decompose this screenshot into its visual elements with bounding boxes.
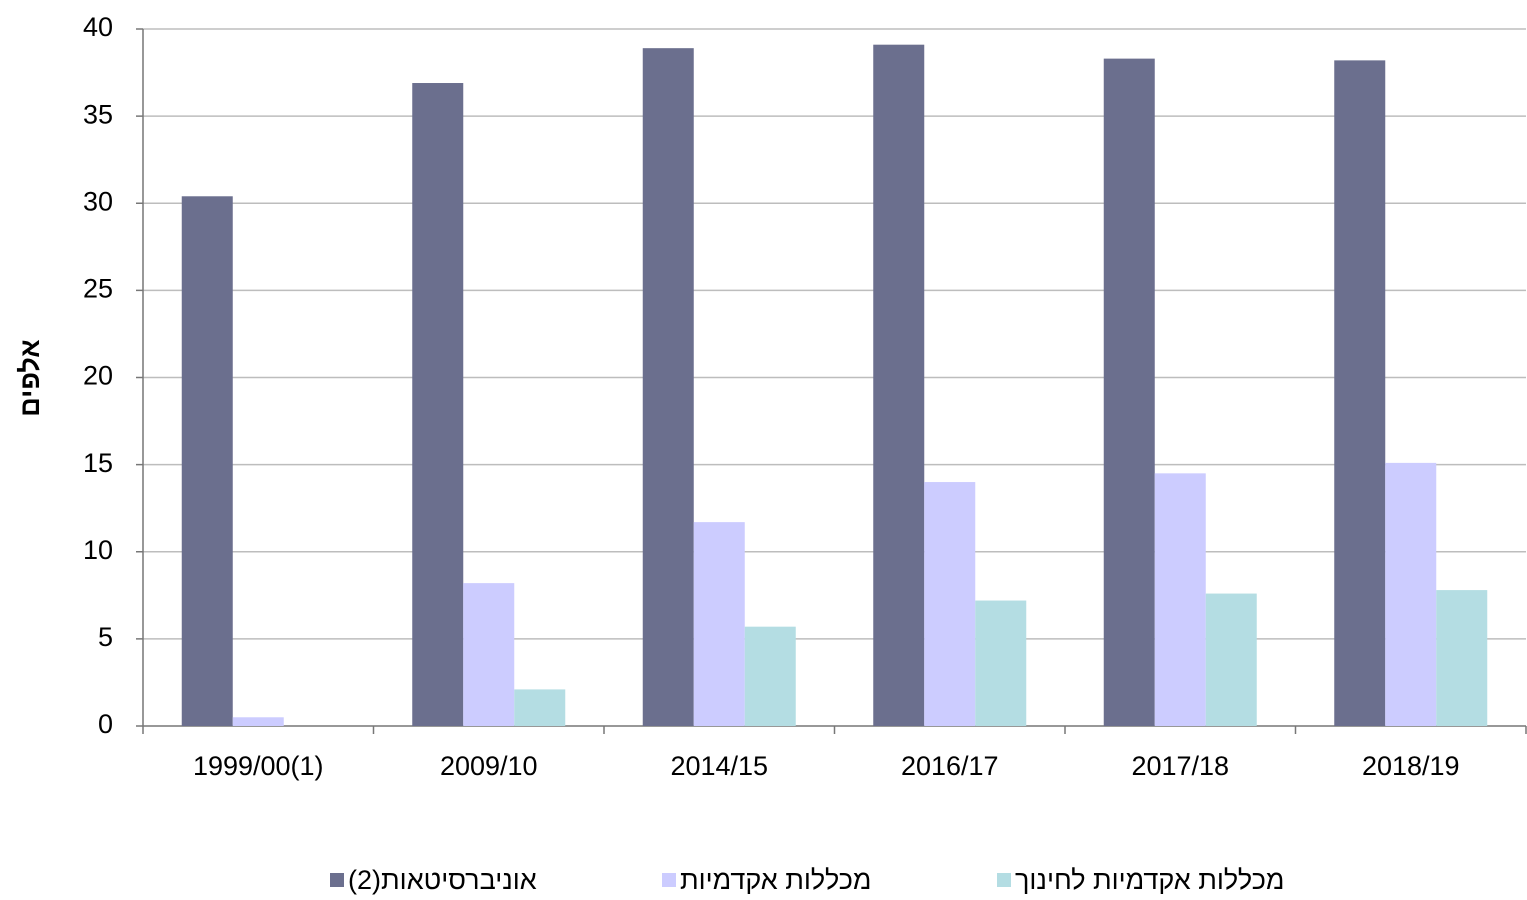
bar xyxy=(1436,590,1488,726)
bar xyxy=(975,600,1027,726)
y-tick-label: 0 xyxy=(98,709,113,739)
y-tick-label: 35 xyxy=(83,99,113,129)
bar xyxy=(924,482,976,726)
legend-label: אוניברסיטאות(2) xyxy=(348,865,537,895)
bar xyxy=(1205,593,1257,726)
bar xyxy=(412,83,464,726)
y-tick-label: 10 xyxy=(83,535,113,565)
y-tick-label: 40 xyxy=(83,12,113,42)
legend-swatch xyxy=(662,873,676,887)
legend-swatch xyxy=(997,873,1011,887)
x-tick-label: 2017/18 xyxy=(1131,751,1229,781)
x-tick-label: 2018/19 xyxy=(1362,751,1460,781)
legend-label: מכללות אקדמיות xyxy=(680,865,871,895)
bar xyxy=(873,44,925,727)
bar xyxy=(514,689,566,726)
x-tick-label: 1999/00(1) xyxy=(193,751,324,781)
bar xyxy=(181,196,233,726)
bar xyxy=(1334,60,1386,727)
bar xyxy=(463,583,515,726)
y-tick-label: 25 xyxy=(83,274,113,304)
x-tick-label: 2016/17 xyxy=(901,751,999,781)
bar xyxy=(1154,473,1206,726)
x-tick-label: 2009/10 xyxy=(440,751,538,781)
y-tick-label: 20 xyxy=(83,361,113,391)
y-tick-label: 30 xyxy=(83,186,113,216)
x-tick-label: 2014/15 xyxy=(670,751,768,781)
bar xyxy=(642,48,694,727)
bar xyxy=(693,522,745,726)
y-axis-label: אלפים xyxy=(15,339,45,416)
bar xyxy=(1103,58,1155,727)
bar xyxy=(744,626,796,726)
bar xyxy=(232,717,284,726)
bar xyxy=(1385,462,1437,726)
legend-label: מכללות אקדמיות לחינוך xyxy=(1015,865,1284,895)
y-tick-label: 5 xyxy=(98,622,113,652)
y-tick-label: 15 xyxy=(83,448,113,478)
legend-swatch xyxy=(330,873,344,887)
